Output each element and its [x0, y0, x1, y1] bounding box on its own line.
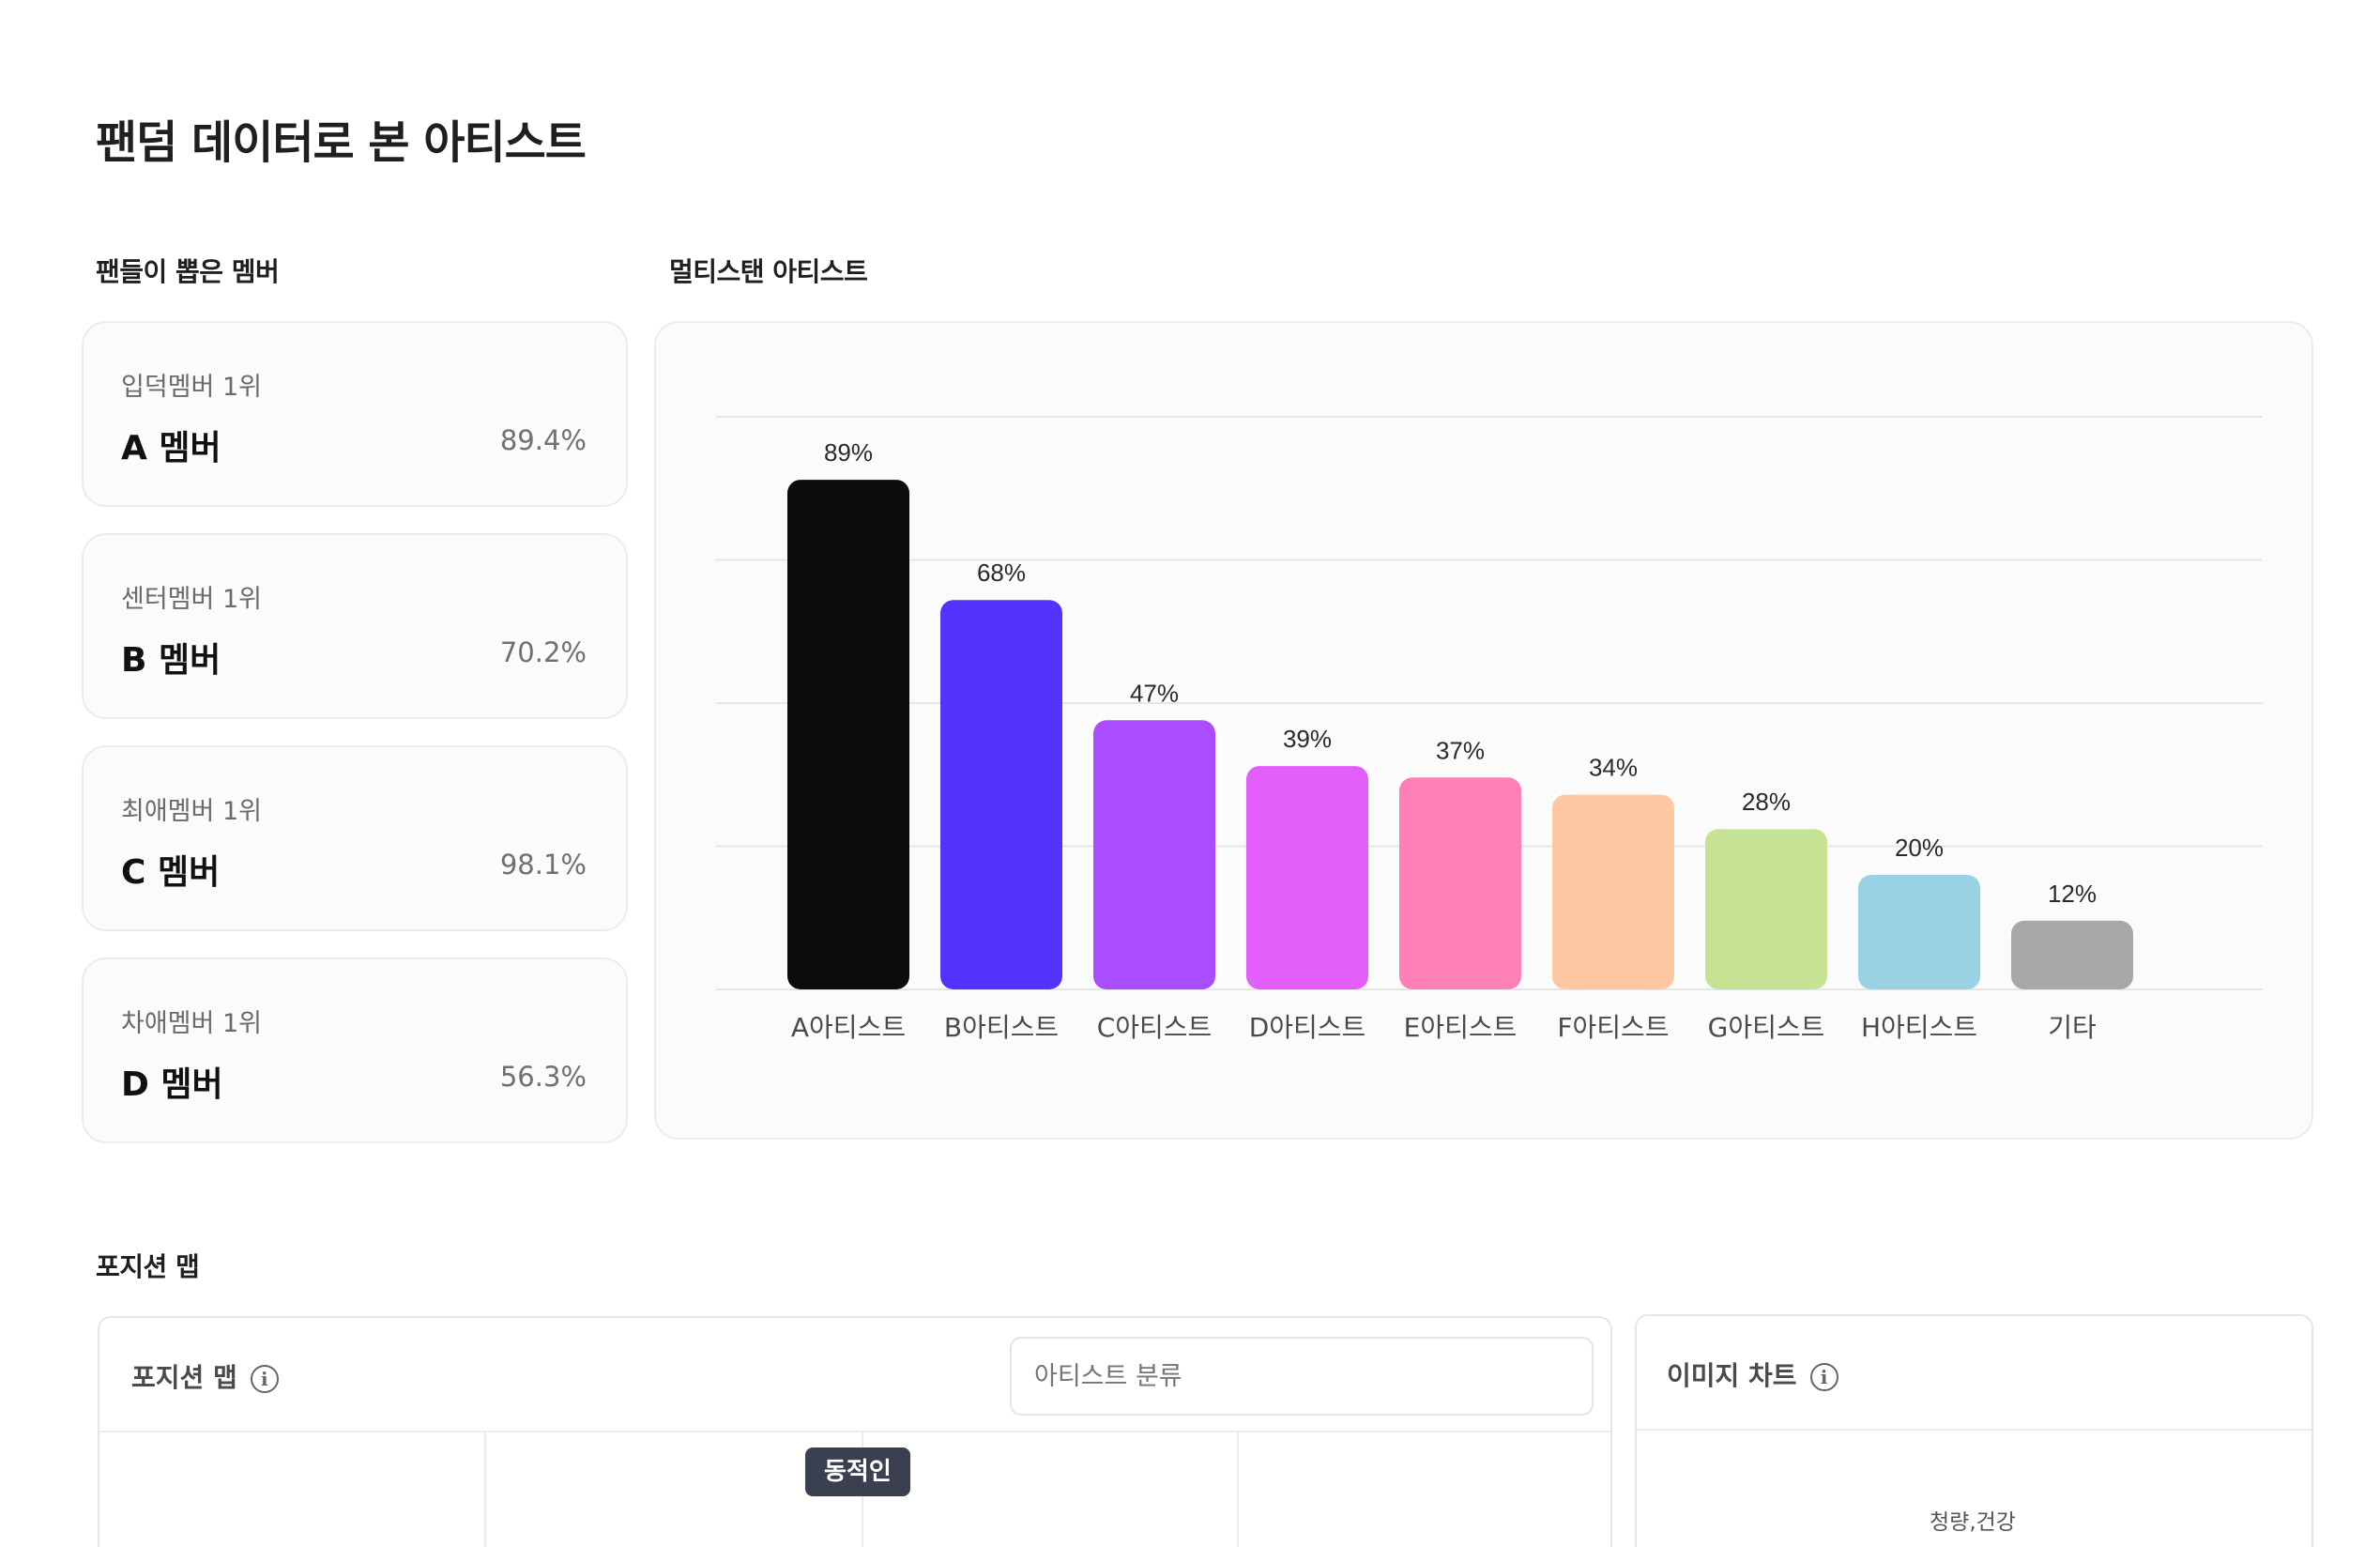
position-map-title-text: 포지션 맵	[131, 1362, 237, 1393]
bar[interactable]	[787, 480, 909, 990]
multi-stan-chart-card: 89% A아티스트 68% B아티스트 47% C아티스트 39% D아티스트 37% E아티스트…	[654, 321, 2313, 1140]
member-rank-label: 최애멤버 1위	[121, 797, 262, 826]
bar[interactable]	[1858, 875, 1980, 989]
fan-section-label: 팬들이 뽑은 멤버	[96, 256, 280, 287]
bar-value-label: 68%	[977, 559, 1026, 587]
page-title: 팬덤 데이터로 본 아티스트	[96, 116, 587, 169]
bar[interactable]	[1705, 829, 1827, 989]
category-label: G아티스트	[1708, 1012, 1825, 1043]
image-chart-axis-label: 청량,건강	[1930, 1510, 2016, 1535]
position-map-card-title: 포지션 맵 i	[131, 1357, 279, 1395]
category-label: 기타	[2048, 1012, 2097, 1043]
position-map-card: 포지션 맵 i 동적인	[98, 1316, 1612, 1547]
member-rank-label: 센터멤버 1위	[121, 585, 262, 614]
member-rank-label: 입덕멤버 1위	[121, 373, 262, 402]
member-card-favorite: 최애멤버 1위 C 멤버 98.1%	[82, 745, 628, 931]
member-percentage: 70.2%	[499, 636, 587, 668]
bar[interactable]	[940, 600, 1062, 989]
member-rank-label: 차애멤버 1위	[121, 1009, 262, 1038]
member-name: B 멤버	[121, 641, 221, 680]
divider	[1637, 1429, 2311, 1431]
multi-stan-bar-chart: 89% A아티스트 68% B아티스트 47% C아티스트 39% D아티스트 37% E아티스트…	[716, 416, 2263, 1043]
bar-value-label: 12%	[2048, 880, 2097, 908]
bar[interactable]	[1093, 720, 1215, 989]
member-name: D 멤버	[121, 1065, 223, 1104]
grid-line	[484, 1432, 486, 1547]
info-icon[interactable]: i	[1809, 1363, 1838, 1391]
category-label: H아티스트	[1861, 1012, 1977, 1043]
bar-value-label: 28%	[1742, 788, 1791, 816]
category-label: D아티스트	[1249, 1012, 1366, 1043]
category-label: B아티스트	[944, 1012, 1059, 1043]
image-chart-title-text: 이미지 차트	[1667, 1360, 1797, 1391]
member-percentage: 89.4%	[499, 424, 587, 456]
image-chart-card: 이미지 차트 i 청량,건강	[1635, 1314, 2313, 1547]
bar[interactable]	[1246, 766, 1368, 989]
image-chart-card-title: 이미지 차트 i	[1667, 1356, 1838, 1393]
bar[interactable]	[2011, 920, 2133, 989]
divider	[99, 1431, 1610, 1432]
member-name: C 멤버	[121, 853, 221, 892]
bar[interactable]	[1552, 794, 1674, 989]
bar-value-label: 34%	[1589, 754, 1638, 782]
info-icon[interactable]: i	[250, 1365, 279, 1393]
bar[interactable]	[1399, 777, 1521, 989]
bar-value-label: 20%	[1895, 834, 1944, 862]
member-card-center: 센터멤버 1위 B 멤버 70.2%	[82, 533, 628, 719]
category-label: A아티스트	[791, 1012, 906, 1043]
artist-category-input[interactable]	[1010, 1337, 1594, 1416]
multi-stan-section-label: 멀티스탠 아티스트	[669, 256, 868, 287]
member-name: A 멤버	[121, 429, 221, 467]
member-card-entry: 입덕멤버 1위 A 멤버 89.4%	[82, 321, 628, 507]
position-map-section-label: 포지션 맵	[96, 1251, 200, 1282]
member-card-second: 차애멤버 1위 D 멤버 56.3%	[82, 957, 628, 1143]
category-label: F아티스트	[1557, 1012, 1669, 1043]
bar-value-label: 37%	[1436, 736, 1485, 764]
axis-tag-dynamic: 동적인	[805, 1447, 910, 1496]
member-percentage: 56.3%	[499, 1061, 587, 1093]
bar-value-label: 39%	[1283, 725, 1332, 753]
bar-value-label: 47%	[1130, 679, 1179, 707]
member-percentage: 98.1%	[499, 849, 587, 881]
bar-value-label: 89%	[824, 438, 873, 467]
grid-line	[1237, 1432, 1239, 1547]
category-label: C아티스트	[1097, 1012, 1213, 1043]
category-label: E아티스트	[1404, 1012, 1518, 1043]
